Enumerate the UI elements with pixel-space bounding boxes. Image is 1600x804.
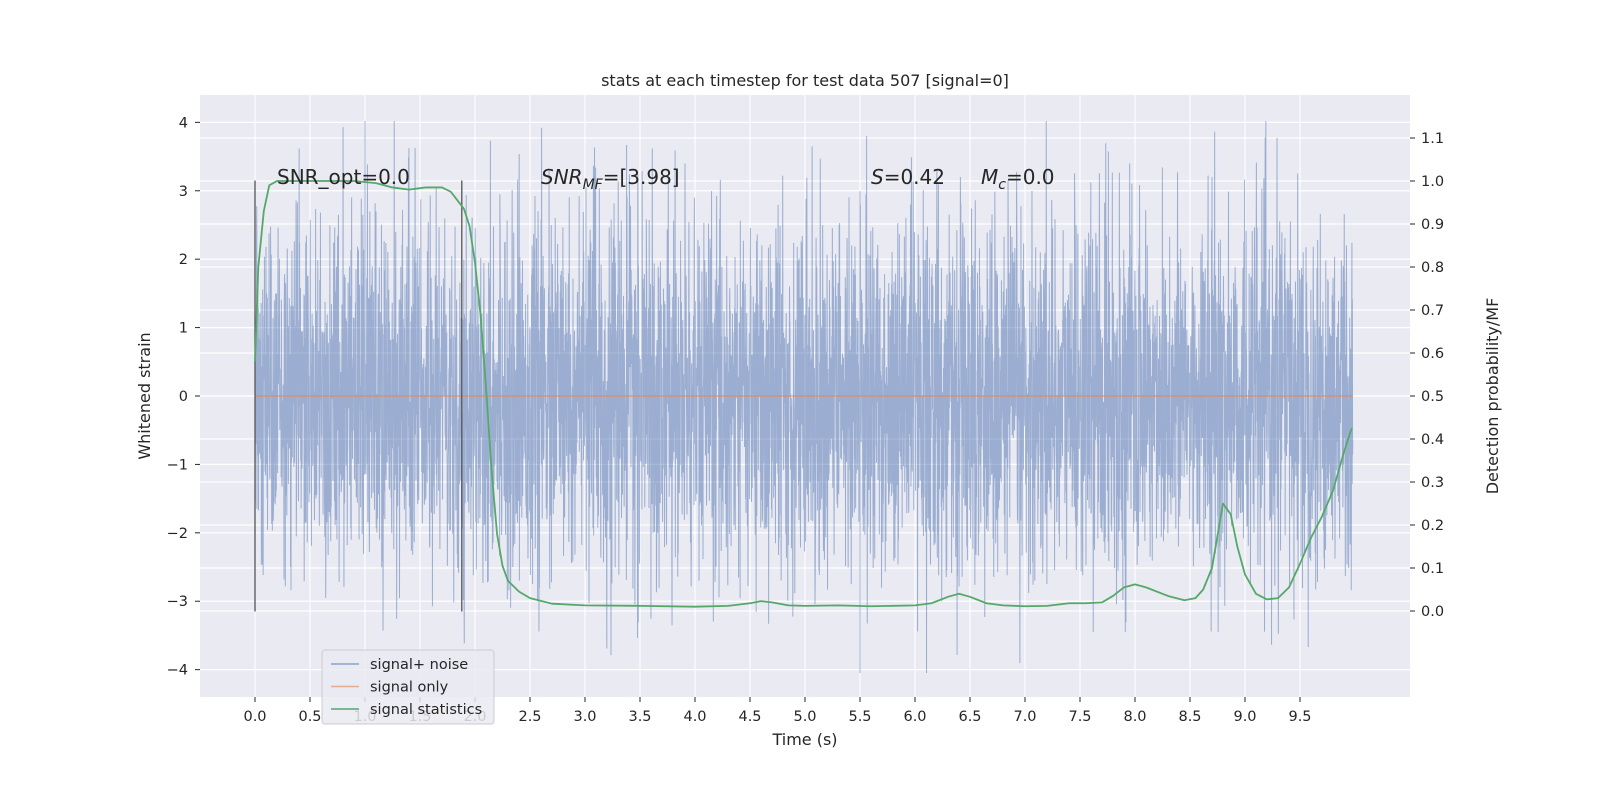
y-left-tick-label: 3: [179, 184, 188, 200]
x-tick-label: 3.0: [573, 709, 596, 725]
annotation-mc: Mc=0.0: [981, 165, 1055, 193]
y-right-tick-label: 0.6: [1421, 346, 1444, 362]
y-right-tick-label: 0.5: [1421, 389, 1444, 405]
legend-label-signal-statistics: signal statistics: [370, 702, 482, 718]
y-left-tick-label: 4: [179, 115, 188, 131]
x-tick-label: 9.5: [1288, 709, 1311, 725]
annotation-mc-main: M: [981, 165, 998, 189]
y-left-tick-label: −3: [167, 594, 188, 610]
y-right-tick-label: 0.0: [1421, 604, 1444, 620]
legend-label-signal-only: signal only: [370, 680, 449, 696]
y-right-tick-label: 0.7: [1421, 303, 1444, 319]
annotation-s-main: S: [871, 165, 884, 189]
y-right-tick-label: 0.8: [1421, 260, 1444, 276]
y-left-tick-label: 0: [179, 389, 188, 405]
x-tick-label: 4.5: [738, 709, 761, 725]
chart-title: stats at each timestep for test data 507…: [601, 71, 1009, 90]
x-tick-label: 9.0: [1233, 709, 1256, 725]
annotation-mc-sub: c: [998, 177, 1006, 193]
annotation-snr-mf-main: SNR: [541, 165, 583, 189]
y-right-tick-label: 0.3: [1421, 475, 1444, 491]
x-tick-label: 5.5: [848, 709, 871, 725]
x-tick-label: 6.5: [958, 709, 981, 725]
x-tick-label: 6.0: [903, 709, 926, 725]
x-tick-label: 2.5: [518, 709, 541, 725]
y-left-tick-label: 2: [179, 252, 188, 268]
y-right-tick-label: 0.1: [1421, 561, 1444, 577]
annotations: SNR_opt=0.0 SNRMF=[3.98] S=0.42 Mc=0.0: [277, 165, 1055, 193]
y-left-axis-ticks: 4 3 2 1 0 −1 −2 −3 −4: [167, 115, 200, 679]
y-left-tick-label: 1: [179, 321, 188, 337]
y-right-axis-ticks: 1.1 1.0 0.9 0.8 0.7 0.6 0.5 0.4 0.3 0.2 0.1 0.0: [1410, 131, 1444, 620]
x-tick-label: 5.0: [793, 709, 816, 725]
x-tick-label: 7.5: [1068, 709, 1091, 725]
y-right-tick-label: 0.2: [1421, 518, 1444, 534]
annotation-snr-mf: SNRMF=[3.98]: [541, 165, 680, 193]
y-left-tick-label: −1: [167, 457, 188, 473]
x-tick-label: 0.5: [298, 709, 321, 725]
legend-box: [321, 649, 495, 725]
annotation-mc-rest: =0.0: [1006, 165, 1055, 189]
y-right-axis-label: Detection probability/MF: [1483, 298, 1502, 495]
x-tick-label: 8.5: [1178, 709, 1201, 725]
x-tick-label: 7.0: [1013, 709, 1036, 725]
y-left-tick-label: −4: [167, 663, 188, 679]
signal-statistics-series: [254, 180, 1353, 608]
x-tick-label: 0.0: [243, 709, 266, 725]
y-right-tick-label: 0.4: [1421, 432, 1444, 448]
boundary-lines: [254, 180, 463, 612]
signal-statistics-line: [254, 180, 1353, 608]
y-right-tick-label: 0.9: [1421, 217, 1444, 233]
x-axis-label: Time (s): [771, 730, 837, 749]
y-left-axis-label: Whitened strain: [135, 332, 154, 459]
x-tick-label: 8.0: [1123, 709, 1146, 725]
x-tick-label: 4.0: [683, 709, 706, 725]
annotation-snr-mf-sub: MF: [583, 177, 604, 193]
annotation-snr-mf-rest: =[3.98]: [603, 165, 680, 189]
signal-noise-line: [254, 120, 1354, 674]
y-right-tick-label: 1.0: [1421, 174, 1444, 190]
x-tick-label: 3.5: [628, 709, 651, 725]
legend-label-signal-noise: signal+ noise: [370, 657, 468, 673]
annotation-snr-opt: SNR_opt=0.0: [277, 165, 410, 189]
annotation-s: S=0.42: [871, 165, 945, 189]
annotation-s-rest: =0.42: [884, 165, 945, 189]
y-left-tick-label: −2: [167, 526, 188, 542]
signal-noise-series: [254, 120, 1354, 674]
legend: signal+ noise signal only signal statist…: [321, 649, 495, 725]
y-right-tick-label: 1.1: [1421, 131, 1444, 147]
